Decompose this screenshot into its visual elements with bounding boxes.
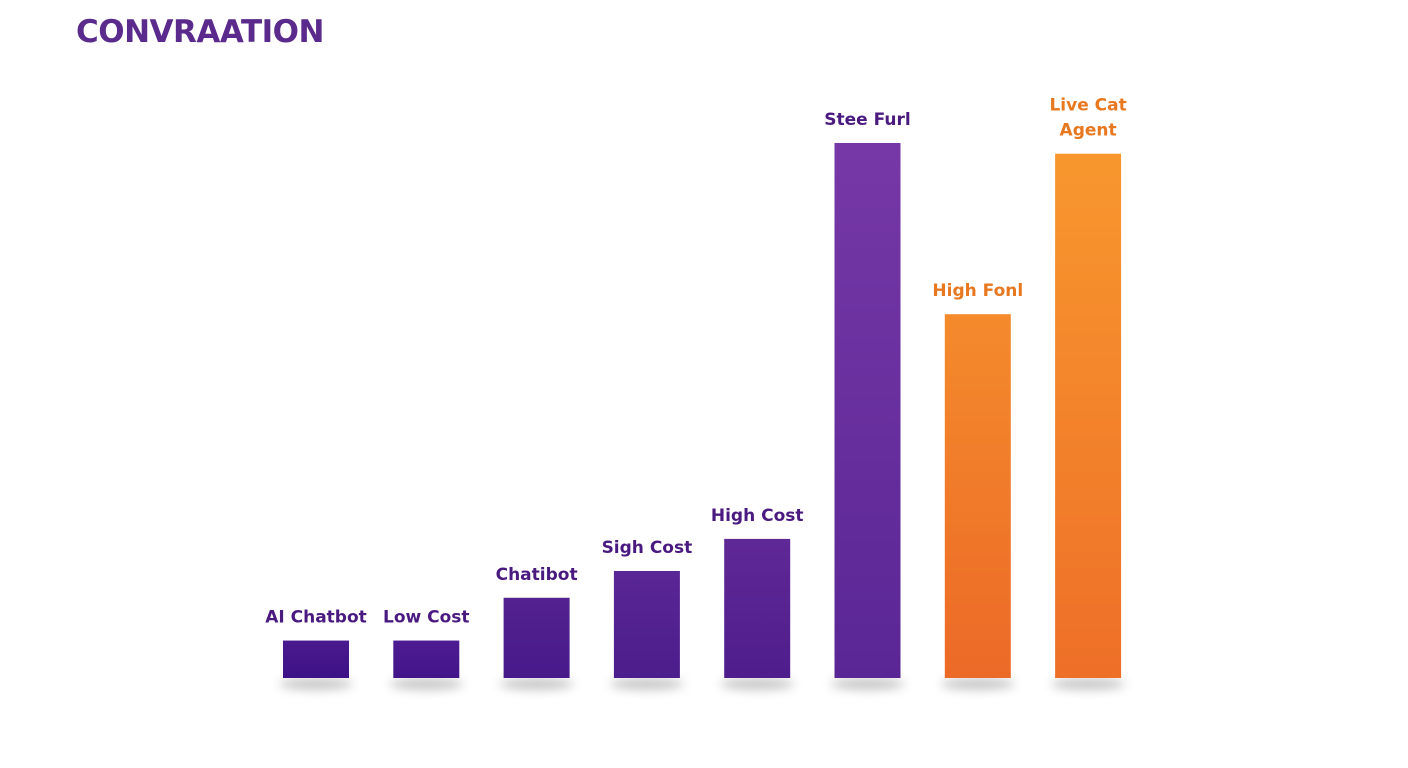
- bar-sigh-cost: [613, 571, 680, 678]
- bar-high-fonl: [944, 314, 1011, 678]
- bar-shadow-high-cost: [720, 678, 795, 690]
- bar-shadow-low-cost: [389, 678, 464, 690]
- bars: [283, 143, 1122, 678]
- bar-shadow-live-cat-agent: [1051, 678, 1126, 690]
- bar-label-live-cat-agent: Live Cat Agent: [1049, 96, 1126, 141]
- bar-label-low-cost: Low Cost: [383, 608, 470, 628]
- bar-shadow-ai-chatbot: [279, 678, 353, 690]
- bar-ai-chatbot: [283, 640, 349, 678]
- bar-chatibot: [503, 597, 570, 678]
- bar-label-high-cost: High Cost: [711, 506, 804, 526]
- bar-shadow-chatibot: [499, 678, 574, 690]
- bar-shadow-high-fonl: [940, 678, 1015, 690]
- bar-label-high-fonl: High Fonl: [932, 281, 1023, 301]
- bar-shadow-stee-furl: [830, 678, 905, 690]
- bar-label-chatibot: Chatibot: [496, 565, 578, 585]
- bar-live-cat-agent: [1055, 153, 1122, 678]
- chart-title: CONVRAATION: [76, 14, 324, 50]
- bar-high-cost: [724, 538, 791, 678]
- bar-shadows: [279, 678, 1126, 690]
- bar-label-sigh-cost: Sigh Cost: [602, 538, 693, 558]
- bar-label-ai-chatbot: AI Chatbot: [265, 608, 367, 628]
- bar-stee-furl: [834, 143, 901, 678]
- bar-shadow-sigh-cost: [609, 678, 684, 690]
- bar-label-stee-furl: Stee Furl: [824, 110, 910, 130]
- bar-low-cost: [393, 640, 460, 678]
- bar-labels: AI Chatbot Low Cost Chatibot Sigh Cost High …: [265, 96, 1127, 628]
